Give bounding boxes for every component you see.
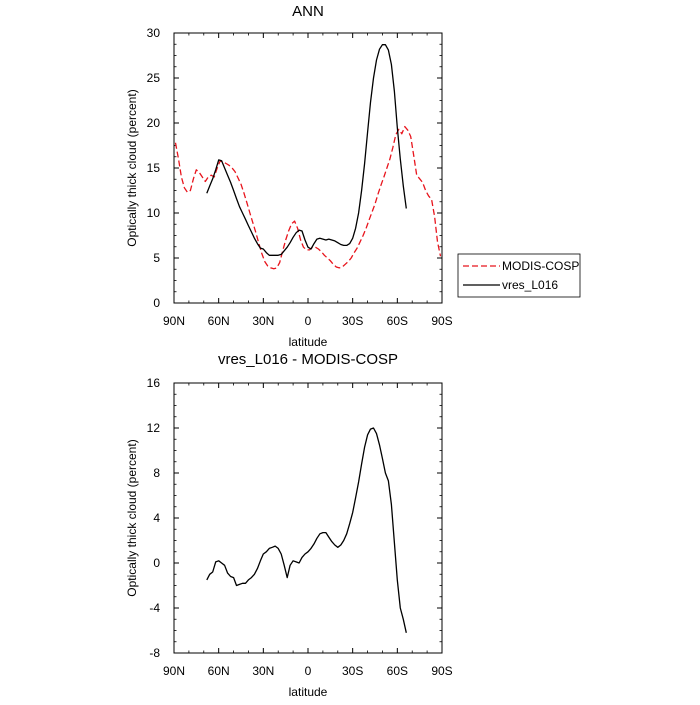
- top-xtick-label: 30N: [252, 314, 274, 328]
- bottom-lines: [206, 427, 407, 633]
- bottom-ylabel: Optically thick cloud (percent): [125, 439, 139, 596]
- top-plot-frame: [173, 32, 443, 304]
- top-xlabel: latitude: [289, 335, 328, 349]
- top-lines: [174, 44, 442, 270]
- bottom-ytick-label: 8: [153, 466, 160, 480]
- bottom-xtick-label: 90N: [163, 664, 185, 678]
- top-series-vres-l016: [206, 44, 407, 256]
- bottom-series-difference: [206, 427, 407, 633]
- bottom-ytick-label: -4: [149, 601, 160, 615]
- bottom-xtick-label: 30N: [252, 664, 274, 678]
- bottom-ytick-label: 0: [153, 556, 160, 570]
- top-title: ANN: [292, 3, 324, 20]
- top-ytick-label: 20: [147, 116, 161, 130]
- top-ytick-label: 0: [153, 296, 160, 310]
- bottom-ticks: 90N 60N 30N 0 30S 60S 90S -8 -4 0 4 8 12 16: [147, 376, 453, 678]
- legend-label-modis: MODIS-COSP: [502, 259, 579, 273]
- top-xtick-label: 0: [305, 314, 312, 328]
- top-ytick-label: 10: [147, 206, 161, 220]
- bottom-ytick-label: 12: [147, 421, 161, 435]
- bottom-xlabel: latitude: [289, 685, 328, 699]
- bottom-xtick-label: 60N: [208, 664, 230, 678]
- panel-bottom: vres_L016 - MODIS-COSP Optically thick c…: [125, 351, 453, 699]
- bottom-ytick-label: 16: [147, 376, 161, 390]
- top-ytick-label: 25: [147, 71, 161, 85]
- top-ylabel: Optically thick cloud (percent): [125, 89, 139, 246]
- bottom-ytick-label: -8: [149, 646, 160, 660]
- top-xtick-label: 60N: [208, 314, 230, 328]
- bottom-xtick-label: 60S: [387, 664, 408, 678]
- top-series-modis-cosp: [174, 125, 442, 270]
- bottom-xtick-label: 30S: [342, 664, 363, 678]
- panel-top: ANN Optically thick cloud (percent) lati…: [125, 3, 453, 349]
- top-ytick-label: 30: [147, 26, 161, 40]
- bottom-ytick-label: 4: [153, 511, 160, 525]
- top-ytick-label: 15: [147, 161, 161, 175]
- bottom-title: vres_L016 - MODIS-COSP: [218, 351, 398, 368]
- legend-label-vres: vres_L016: [502, 278, 558, 292]
- legend: MODIS-COSP vres_L016: [457, 253, 581, 298]
- bottom-plot-frame: [173, 382, 443, 654]
- bottom-xtick-label: 0: [305, 664, 312, 678]
- top-xtick-label: 60S: [387, 314, 408, 328]
- bottom-xtick-label: 90S: [431, 664, 452, 678]
- top-xtick-label: 90S: [431, 314, 452, 328]
- legend-box: [457, 253, 581, 298]
- top-ytick-label: 5: [153, 251, 160, 265]
- top-ticks: 90N 60N 30N 0 30S 60S 90S 0 5 10 15 20 25 30: [147, 26, 453, 328]
- top-xtick-label: 90N: [163, 314, 185, 328]
- top-xtick-label: 30S: [342, 314, 363, 328]
